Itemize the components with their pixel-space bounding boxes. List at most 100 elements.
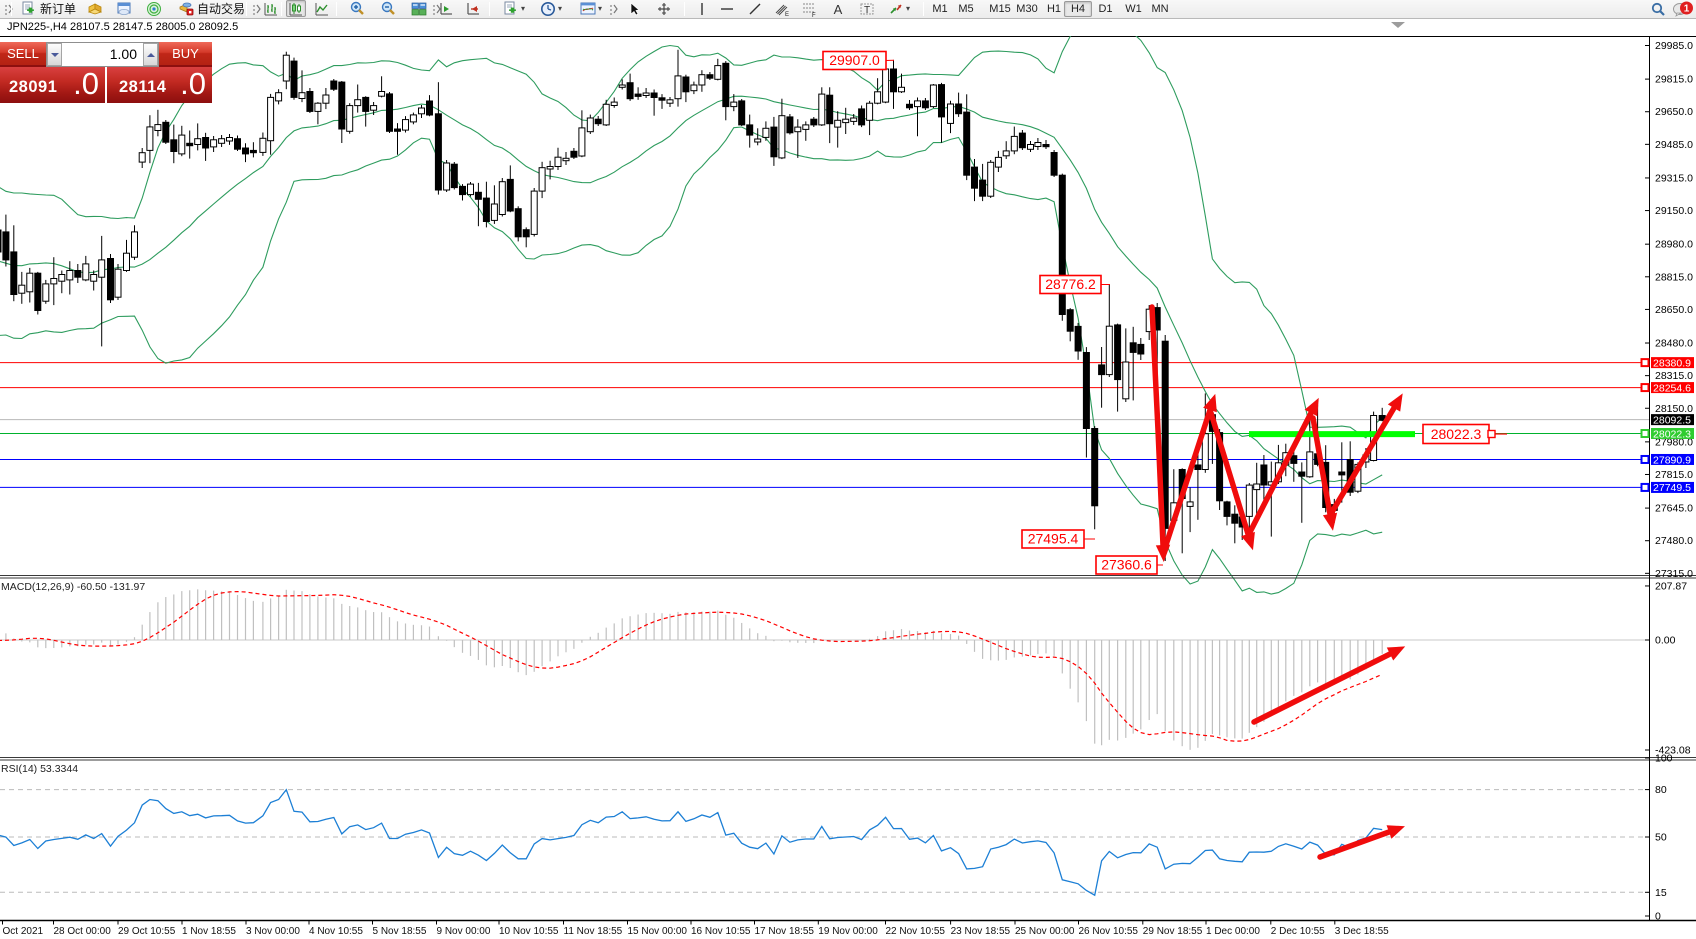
price-axis-label: 28480.0 <box>1655 338 1693 350</box>
timeframe-w1-button[interactable]: W1 <box>1125 3 1142 15</box>
chevron-down-icon[interactable]: ▾ <box>598 4 603 13</box>
data-window-icon-part-part <box>118 2 130 6</box>
line-handle[interactable] <box>1640 358 1650 368</box>
volume-decrease-button-part[interactable] <box>50 52 59 57</box>
bar-chart-button[interactable] <box>261 0 281 17</box>
timeframe-h4-button[interactable]: H4 <box>1063 1 1093 17</box>
trend-arrow-8[interactable] <box>1317 829 1392 860</box>
grip-icon-part-part <box>610 8 612 11</box>
crosshair-button[interactable] <box>654 0 674 17</box>
auto-scroll-button[interactable] <box>436 0 456 17</box>
timeframe-m5-button[interactable]: M5 <box>958 3 974 15</box>
chat-icon-part-part[interactable] <box>1675 12 1683 17</box>
price-tag-28254.6 <box>1651 382 1694 394</box>
toolbar-grip[interactable] <box>429 0 449 17</box>
line-handle[interactable] <box>1640 383 1650 393</box>
text-button[interactable]: A <box>828 0 848 17</box>
timeframe-m1-button[interactable]: M1 <box>932 3 948 15</box>
candle-bear <box>858 108 866 126</box>
chat-icon[interactable]: 1 <box>1672 1 1694 17</box>
vline-button[interactable] <box>692 0 712 17</box>
candle-bull <box>618 84 626 88</box>
candle-bear <box>306 91 314 112</box>
volume-increase-button[interactable] <box>143 43 158 66</box>
periods-button[interactable]: ▾ <box>538 0 564 17</box>
line-handle[interactable] <box>1640 482 1650 492</box>
indicators-button[interactable]: ▾ <box>501 0 527 17</box>
chevron-down-icon[interactable]: ▾ <box>558 4 563 13</box>
new-order-button[interactable]: 新订单 <box>19 0 78 17</box>
trend-arrow-5[interactable] <box>1310 415 1333 517</box>
market-watch-button[interactable] <box>85 0 105 17</box>
toolbar-overflow[interactable] <box>1 0 21 17</box>
search-icon-part-part[interactable] <box>1651 2 1663 14</box>
line-chart-button[interactable] <box>312 0 332 17</box>
price-label-box[interactable] <box>822 50 887 71</box>
chart-shift-button[interactable] <box>463 0 483 17</box>
autotrading-button[interactable]: 自动交易 <box>176 0 247 17</box>
toolbar-grip[interactable] <box>606 0 626 17</box>
grip-icon <box>251 1 267 17</box>
sell-price-display[interactable]: 28091 .0 <box>0 66 105 103</box>
timeframe-m15-button[interactable]: M15 <box>989 3 1011 15</box>
search-icon-part[interactable] <box>1650 1 1666 17</box>
sell-button[interactable]: SELL <box>0 42 46 67</box>
hline-button[interactable] <box>717 0 737 17</box>
cursor-button[interactable] <box>624 0 644 17</box>
chat-icon-part-part[interactable] <box>1680 1 1693 15</box>
bollinger-lower-band <box>0 126 1383 595</box>
buy-button[interactable]: BUY <box>159 42 212 67</box>
buy-price-display[interactable]: 28114 .0 <box>107 66 212 103</box>
search-icon[interactable] <box>1650 1 1666 17</box>
timeframe-d1-button[interactable]: D1 <box>1098 3 1113 15</box>
price-label-box[interactable] <box>1095 555 1158 575</box>
volume-input[interactable]: 1.00 <box>62 43 143 66</box>
timeframe-mn-button[interactable]: MN <box>1151 3 1169 15</box>
chevron-down-icon[interactable]: ▾ <box>521 4 526 13</box>
candle-bear <box>330 80 338 90</box>
notification-badge[interactable]: 1 <box>1684 4 1690 15</box>
trendline-button[interactable] <box>745 0 765 17</box>
chevron-down-icon[interactable]: ▾ <box>906 4 911 13</box>
candle-bull <box>409 114 417 123</box>
channel-button[interactable]: E <box>772 0 792 17</box>
volume-decrease-button[interactable] <box>47 43 62 66</box>
candle-bull <box>1105 325 1113 376</box>
price-label-box[interactable] <box>1021 529 1085 549</box>
new-order-icon-part-part <box>27 7 34 13</box>
line-handle[interactable] <box>1640 429 1650 439</box>
line-handle[interactable] <box>1640 454 1650 464</box>
price-axis[interactable]: 29985.0 29815.0 29650.0 29485.0 29315.0 29150… <box>1640 36 1695 923</box>
search-icon-part-part[interactable] <box>1659 10 1665 16</box>
navigator-button[interactable] <box>144 0 164 17</box>
zoom-out-button[interactable] <box>378 0 398 17</box>
trend-arrow-2[interactable] <box>1161 407 1213 554</box>
window-dropdown-marker[interactable] <box>1391 22 1405 28</box>
toolbar-grip[interactable] <box>249 0 269 17</box>
tile-windows-button[interactable] <box>409 0 429 17</box>
trend-arrow-4[interactable] <box>1247 410 1314 535</box>
candle-bull <box>866 102 874 121</box>
templates-button[interactable]: ▾ <box>578 0 604 17</box>
candle-chart-button[interactable] <box>286 0 306 17</box>
trend-arrow-3[interactable] <box>1208 410 1251 537</box>
arrows-button[interactable]: ▾ <box>886 0 912 17</box>
timeframe-h1-button[interactable]: H1 <box>1046 3 1062 15</box>
trend-arrow-7[interactable] <box>1251 651 1393 725</box>
zoom-in-button[interactable] <box>347 0 367 17</box>
candle-bear <box>1231 513 1239 524</box>
candles <box>0 49 1386 562</box>
volume-increase-button-part[interactable] <box>146 52 155 57</box>
trend-arrow-1[interactable] <box>1149 304 1166 548</box>
chat-icon-part[interactable]: 1 <box>1672 1 1694 17</box>
data-window-button[interactable] <box>114 0 134 17</box>
time-axis[interactable]: Oct 2021 28 Oct 00:00 29 Oct 10:55 1 Nov 18… <box>0 919 1696 938</box>
timeframe-m30-button[interactable]: M30 <box>1016 3 1038 15</box>
trend-arrow-6[interactable] <box>1329 405 1397 515</box>
price-label-box[interactable] <box>1039 274 1102 295</box>
label-handle[interactable] <box>1487 429 1496 439</box>
text-label-button[interactable]: T <box>857 0 877 17</box>
fibonacci-button[interactable]: F <box>799 0 819 17</box>
